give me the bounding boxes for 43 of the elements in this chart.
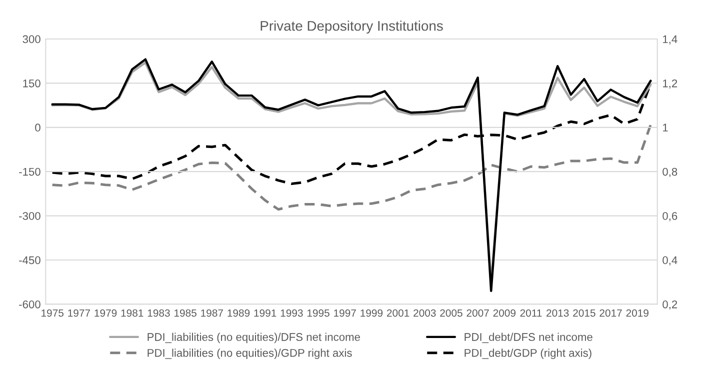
y2-tick-label: 0,4 [662, 256, 678, 266]
x-tick-label: 2011 [520, 309, 542, 317]
line-series [51, 124, 652, 211]
x-tick-label: 2001 [386, 309, 410, 317]
y-tick-label: 300 [22, 35, 40, 44]
x-tick-label: 1981 [121, 309, 144, 317]
legend-label: PDI_liabilities (no equities)/DFS net income [148, 332, 360, 344]
y-tick-label: -150 [19, 168, 40, 176]
y2-tick-label: 1,2 [663, 79, 678, 89]
x-tick-label: 2003 [414, 309, 436, 317]
x-tick-label: 2005 [440, 309, 462, 317]
x-tick-label: 1993 [280, 309, 303, 317]
y-tick-label: -600 [19, 300, 40, 308]
x-tick-label: 2017 [600, 309, 622, 317]
x-tick-label: 1991 [254, 309, 276, 317]
x-tick-label: 1999 [360, 309, 383, 317]
y2-tick-label: 0,2 [662, 300, 678, 310]
y2-tick-label: 0,6 [662, 212, 678, 222]
x-tick-label: 2019 [626, 309, 648, 317]
legend-label: PDI_liabilities (no equities)/GDP right axis [148, 348, 352, 360]
x-tick-label: 1995 [307, 309, 330, 317]
x-tick-label: 1997 [334, 309, 356, 317]
x-tick-label: 1989 [228, 309, 250, 317]
y-tick-label: 0 [35, 124, 40, 132]
x-tick-label: 1975 [42, 309, 64, 317]
y2-tick-label: 1 [663, 124, 668, 132]
y2-tick-label: 1,4 [663, 35, 678, 44]
y-tick-label: -450 [19, 256, 40, 264]
y-tick-label: -300 [19, 212, 40, 220]
y2-tick-label: 0,8 [662, 168, 678, 178]
x-tick-label: 1983 [148, 309, 170, 317]
y-tick-label: 150 [23, 79, 40, 88]
x-tick-label: 2009 [493, 309, 516, 317]
x-tick-label: 2013 [546, 309, 569, 317]
legend-label: PDI_debt/DFS net income [464, 332, 592, 344]
x-tick-label: 1979 [94, 309, 117, 317]
x-tick-label: 1977 [68, 309, 90, 317]
chart-title: Private Depository Institutions [260, 20, 443, 34]
legend-label: PDI_debt/GDP (right axis) [464, 348, 592, 360]
x-tick-label: 1987 [201, 309, 223, 317]
x-tick-label: 2007 [466, 309, 489, 317]
x-tick-label: 2015 [573, 309, 596, 317]
x-tick-label: 1985 [174, 309, 196, 317]
